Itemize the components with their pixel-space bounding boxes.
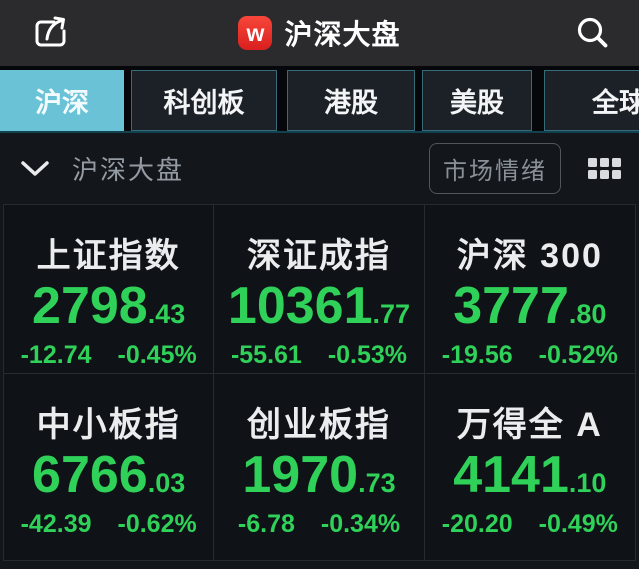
share-button[interactable]	[28, 13, 72, 53]
index-name: 创业板指	[246, 406, 391, 444]
index-card-zhongxiaobanzhi[interactable]: 中小板指 6766.03 -42.39 -0.62%	[4, 374, 215, 560]
index-change-pct: -0.49%	[538, 510, 618, 538]
index-change-row: -12.74 -0.45%	[4, 341, 213, 370]
index-card-shenzhengchengzhi[interactable]: 深证成指 10361.77 -55.61 -0.53%	[214, 205, 425, 374]
index-card-chuangyebanzhi[interactable]: 创业板指 1970.73 -6.78 -0.34%	[214, 374, 425, 560]
index-name: 万得全 A	[456, 406, 603, 444]
collapse-button[interactable]	[20, 160, 50, 178]
index-change-pct: -0.62%	[117, 510, 197, 538]
index-change-row: -55.61 -0.53%	[214, 341, 423, 370]
page-title: 沪深大盘	[284, 19, 401, 50]
index-card-hushen300[interactable]: 沪深 300 3777.80 -19.56 -0.52%	[424, 205, 635, 374]
chevron-down-icon	[20, 160, 50, 178]
index-value: 3777.80	[453, 277, 607, 335]
section-title: 沪深大盘	[72, 155, 185, 185]
index-change: -6.78	[237, 510, 295, 538]
index-value: 2798.43	[32, 277, 186, 335]
index-card-wandequanA[interactable]: 万得全 A 4141.10 -20.20 -0.49%	[425, 374, 635, 560]
index-name: 中小板指	[36, 406, 181, 444]
app-title-group: w 沪深大盘	[0, 0, 639, 66]
index-change-row: -6.78 -0.34%	[214, 510, 423, 539]
tab-ganggu[interactable]: 港股	[287, 70, 415, 131]
app-header: w 沪深大盘	[0, 0, 639, 66]
share-icon	[28, 13, 72, 53]
index-name: 沪深 300	[456, 237, 603, 275]
index-change-row: -42.39 -0.62%	[4, 510, 213, 539]
index-change-row: -19.56 -0.52%	[425, 341, 635, 370]
tab-hushen[interactable]: 沪深	[0, 70, 124, 131]
index-change-pct: -0.45%	[117, 341, 197, 369]
grid-view-button[interactable]	[588, 158, 621, 179]
index-value: 10361.77	[227, 277, 411, 335]
index-value: 1970.73	[242, 446, 396, 504]
grid-icon	[588, 158, 621, 179]
index-value: 4141.10	[453, 446, 607, 504]
market-sentiment-button[interactable]: 市场情绪	[429, 143, 561, 194]
index-card-grid: 上证指数 2798.43 -12.74 -0.45% 深证成指 10361.77…	[3, 204, 636, 561]
index-change: -20.20	[441, 510, 513, 538]
market-tab-bar: 沪深 科创板 港股 美股 全球	[0, 66, 639, 133]
index-change-pct: -0.34%	[320, 510, 401, 538]
index-name: 上证指数	[36, 237, 181, 275]
search-button[interactable]	[573, 14, 611, 52]
index-card-shangzheng[interactable]: 上证指数 2798.43 -12.74 -0.45%	[4, 205, 215, 374]
tab-meigu[interactable]: 美股	[422, 70, 532, 131]
search-icon	[573, 14, 611, 52]
tab-kechuangban[interactable]: 科创板	[131, 70, 277, 131]
index-change-pct: -0.52%	[538, 341, 618, 369]
section-header: 沪深大盘 市场情绪	[0, 133, 639, 204]
index-change-row: -20.20 -0.49%	[425, 510, 635, 539]
index-change: -19.56	[441, 341, 513, 369]
wind-logo: w	[238, 16, 273, 50]
index-value: 6766.03	[32, 446, 186, 504]
index-change: -12.74	[20, 341, 92, 369]
index-name: 深证成指	[246, 237, 391, 275]
tab-quanqiu[interactable]: 全球	[544, 70, 639, 131]
index-change: -42.39	[20, 510, 92, 538]
index-change-pct: -0.53%	[327, 341, 408, 369]
index-change: -55.61	[230, 341, 302, 369]
